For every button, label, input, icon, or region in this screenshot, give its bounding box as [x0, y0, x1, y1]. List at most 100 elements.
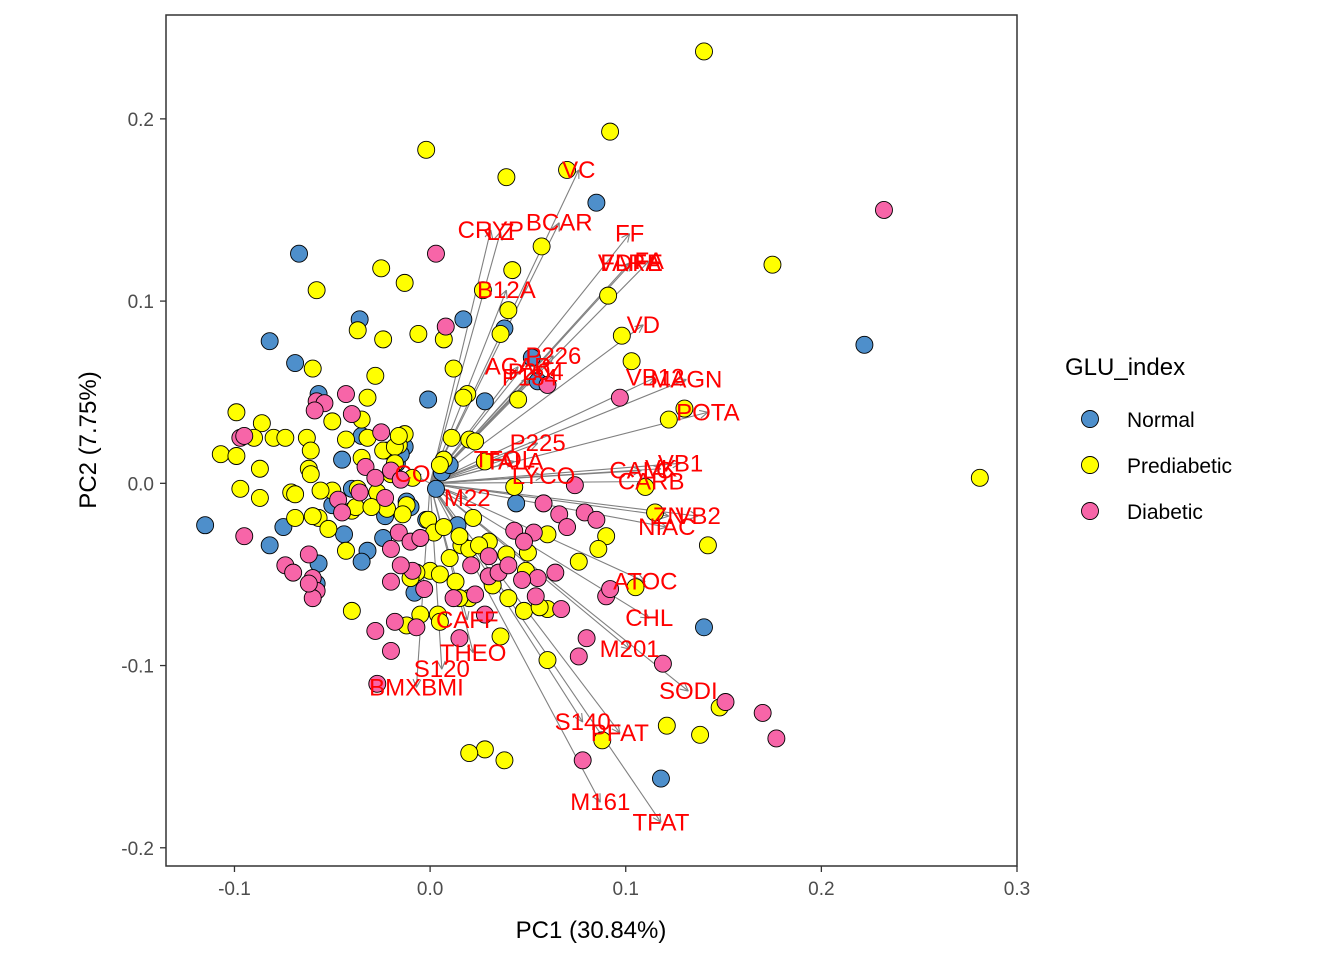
data-point [565, 476, 584, 495]
x-tick-label: -0.1 [218, 879, 251, 900]
loading-arrowhead [499, 231, 503, 241]
data-point [599, 286, 618, 305]
data-point [276, 428, 295, 447]
legend-key-prediabetic [1081, 456, 1099, 474]
loading-arrowhead [535, 475, 544, 481]
data-point [636, 478, 655, 496]
loading-arrowhead [592, 796, 601, 803]
loading-arrowhead [643, 610, 650, 619]
data-point [528, 569, 547, 588]
data-point [507, 494, 526, 513]
data-point [509, 390, 528, 409]
loading-arrowhead [581, 713, 584, 723]
data-point [538, 651, 557, 670]
loading-arrowhead [528, 441, 538, 444]
loading-label: VARA [598, 250, 662, 277]
y-axis: -0.2 -0.1 0.0 0.1 0.2 [121, 110, 166, 860]
loading-label: LZ [487, 219, 515, 246]
loading-label: CARB [618, 469, 685, 496]
data-point [389, 426, 408, 445]
data-point [391, 470, 410, 489]
data-point [454, 310, 473, 329]
loading-arrowhead [515, 366, 519, 376]
data-point [374, 330, 393, 349]
loading-arrowhead [657, 526, 667, 530]
data-point [473, 281, 492, 300]
data-point [337, 541, 355, 560]
loading-arrowhead [617, 724, 621, 734]
data-point [250, 459, 269, 478]
loading-label: TFAT [633, 809, 690, 836]
x-tick-label: 0.0 [417, 879, 443, 900]
loading-arrowhead [634, 324, 644, 328]
loading-arrowhead [436, 661, 443, 670]
loading-arrowhead [677, 378, 687, 381]
data-point [855, 335, 874, 354]
data-point [491, 324, 510, 343]
data-point [503, 261, 522, 280]
data-point [358, 388, 377, 407]
data-point [558, 160, 576, 179]
x-tick-label: 0.2 [808, 879, 834, 900]
data-point [505, 478, 524, 496]
data-point [499, 589, 518, 608]
data-point [366, 366, 385, 385]
loading-label: MAGN [650, 366, 722, 393]
loading-label: CO [394, 461, 430, 488]
loading-label: TALA [485, 448, 543, 475]
data-point [333, 450, 352, 469]
data-point [462, 556, 481, 575]
loading-arrowhead [499, 289, 507, 297]
data-point [286, 508, 305, 527]
data-point [211, 445, 230, 464]
loading-arrowhead [466, 611, 470, 621]
loading-arrowhead [627, 233, 631, 243]
data-point [284, 563, 303, 582]
data-point [430, 565, 449, 584]
loading-arrowhead [633, 470, 642, 476]
data-point [552, 600, 571, 619]
legend-title: GLU_index [1065, 354, 1185, 381]
data-point [299, 545, 318, 564]
plot-panel-border [165, 14, 1018, 867]
data-point [970, 468, 989, 487]
loading-label: CALC [609, 458, 673, 485]
loading-label: PFAT [591, 720, 650, 747]
data-point [415, 580, 434, 598]
loading-arrowhead [505, 290, 508, 300]
loading-arrowhead [659, 521, 668, 528]
y-tick-label: 0.2 [128, 110, 154, 131]
data-point [698, 536, 717, 555]
data-point [534, 494, 553, 513]
loading-arrowhead [639, 574, 646, 583]
data-point [409, 324, 428, 343]
loading-arrow [429, 229, 492, 484]
loading-arrowhead [645, 260, 650, 270]
loading-arrowhead [527, 371, 536, 376]
data-point [290, 244, 308, 263]
data-point [646, 503, 665, 522]
data-point [307, 281, 326, 300]
data-point [430, 456, 449, 475]
data-point [651, 769, 670, 788]
loading-label: P184 [502, 365, 558, 392]
loading-label: ZN [653, 503, 685, 530]
loading-arrow [429, 483, 474, 653]
loading-arrowhead [690, 510, 699, 517]
loading-arrowhead [505, 459, 515, 462]
legend-label-diabetic: Diabetic [1127, 501, 1203, 524]
loading-label: LYCO [512, 463, 576, 490]
data-point [475, 605, 494, 624]
data-point [231, 479, 250, 498]
loading-arrowhead [683, 682, 689, 692]
loading-arrowhead [671, 459, 681, 464]
loading-label: ATOC [613, 569, 677, 596]
loading-label: VB2 [675, 503, 720, 530]
data-point [612, 326, 631, 345]
loading-label: SODI [659, 678, 718, 705]
data-point [311, 481, 330, 500]
loading-arrowhead [460, 490, 468, 499]
data-point [411, 529, 430, 547]
